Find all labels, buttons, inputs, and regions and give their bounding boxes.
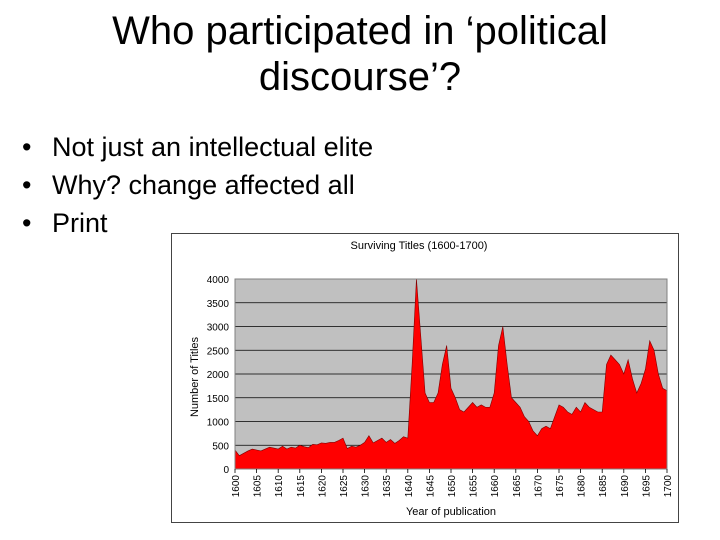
x-tick-label: 1665	[512, 475, 523, 498]
bullet-item: • Not just an intellectual elite	[22, 128, 373, 166]
x-tick-label: 1670	[533, 475, 544, 498]
slide-title: Who participated in ‘political discourse…	[0, 8, 720, 100]
bullet-dot: •	[22, 208, 32, 238]
bullet-list: • Not just an intellectual elite • Why? …	[22, 128, 373, 242]
x-tick-label: 1655	[469, 475, 480, 498]
x-tick-label: 1685	[598, 475, 609, 498]
x-tick-label: 1620	[317, 475, 328, 498]
y-tick-label: 3000	[207, 323, 230, 334]
x-tick-label: 1640	[404, 475, 415, 498]
bullet-text: Not just an intellectual elite	[52, 132, 374, 162]
bullet-text: Why? change affected all	[52, 170, 355, 200]
x-tick-label: 1645	[425, 475, 436, 498]
x-tick-label: 1700	[663, 475, 674, 498]
y-tick-label: 3500	[207, 299, 230, 310]
y-tick-label: 0	[223, 465, 229, 476]
x-tick-label: 1615	[296, 475, 307, 498]
x-tick-label: 1675	[555, 475, 566, 498]
bullet-item: • Why? change affected all	[22, 166, 373, 204]
bullet-dot: •	[22, 170, 32, 200]
slide-title-line-2: discourse’?	[258, 55, 462, 99]
x-tick-label: 1660	[490, 475, 501, 498]
chart-frame: Surviving Titles (1600-1700) Number of T…	[171, 233, 679, 523]
bullet-dot: •	[22, 132, 32, 162]
y-tick-label: 4000	[207, 275, 230, 286]
x-tick-label: 1635	[382, 475, 393, 498]
x-tick-label: 1605	[253, 475, 264, 498]
x-tick-label: 1695	[641, 475, 652, 498]
bullet-text: Print	[52, 208, 108, 238]
x-tick-label: 1650	[447, 475, 458, 498]
x-axis-title: Year of publication	[406, 506, 496, 518]
chart-svg: Surviving Titles (1600-1700) Number of T…	[189, 240, 674, 518]
y-tick-label: 2000	[207, 370, 230, 381]
x-tick-label: 1680	[577, 475, 588, 498]
slide-title-line-1: Who participated in ‘political	[112, 9, 608, 53]
x-tick-label: 1690	[620, 475, 631, 498]
x-tick-label: 1610	[274, 475, 285, 498]
series-area	[234, 278, 668, 470]
x-tick-label: 1630	[361, 475, 372, 498]
y-tick-label: 2500	[207, 346, 230, 357]
y-tick-label: 500	[212, 441, 229, 452]
x-tick-label: 1625	[339, 475, 350, 498]
y-tick-label: 1000	[207, 418, 230, 429]
y-tick-label: 1500	[207, 394, 230, 405]
chart-title: Surviving Titles (1600-1700)	[351, 240, 488, 252]
bullet-item: • Print	[22, 204, 373, 242]
y-axis-title: Number of Titles	[189, 336, 201, 417]
x-tick-label: 1600	[231, 475, 242, 498]
